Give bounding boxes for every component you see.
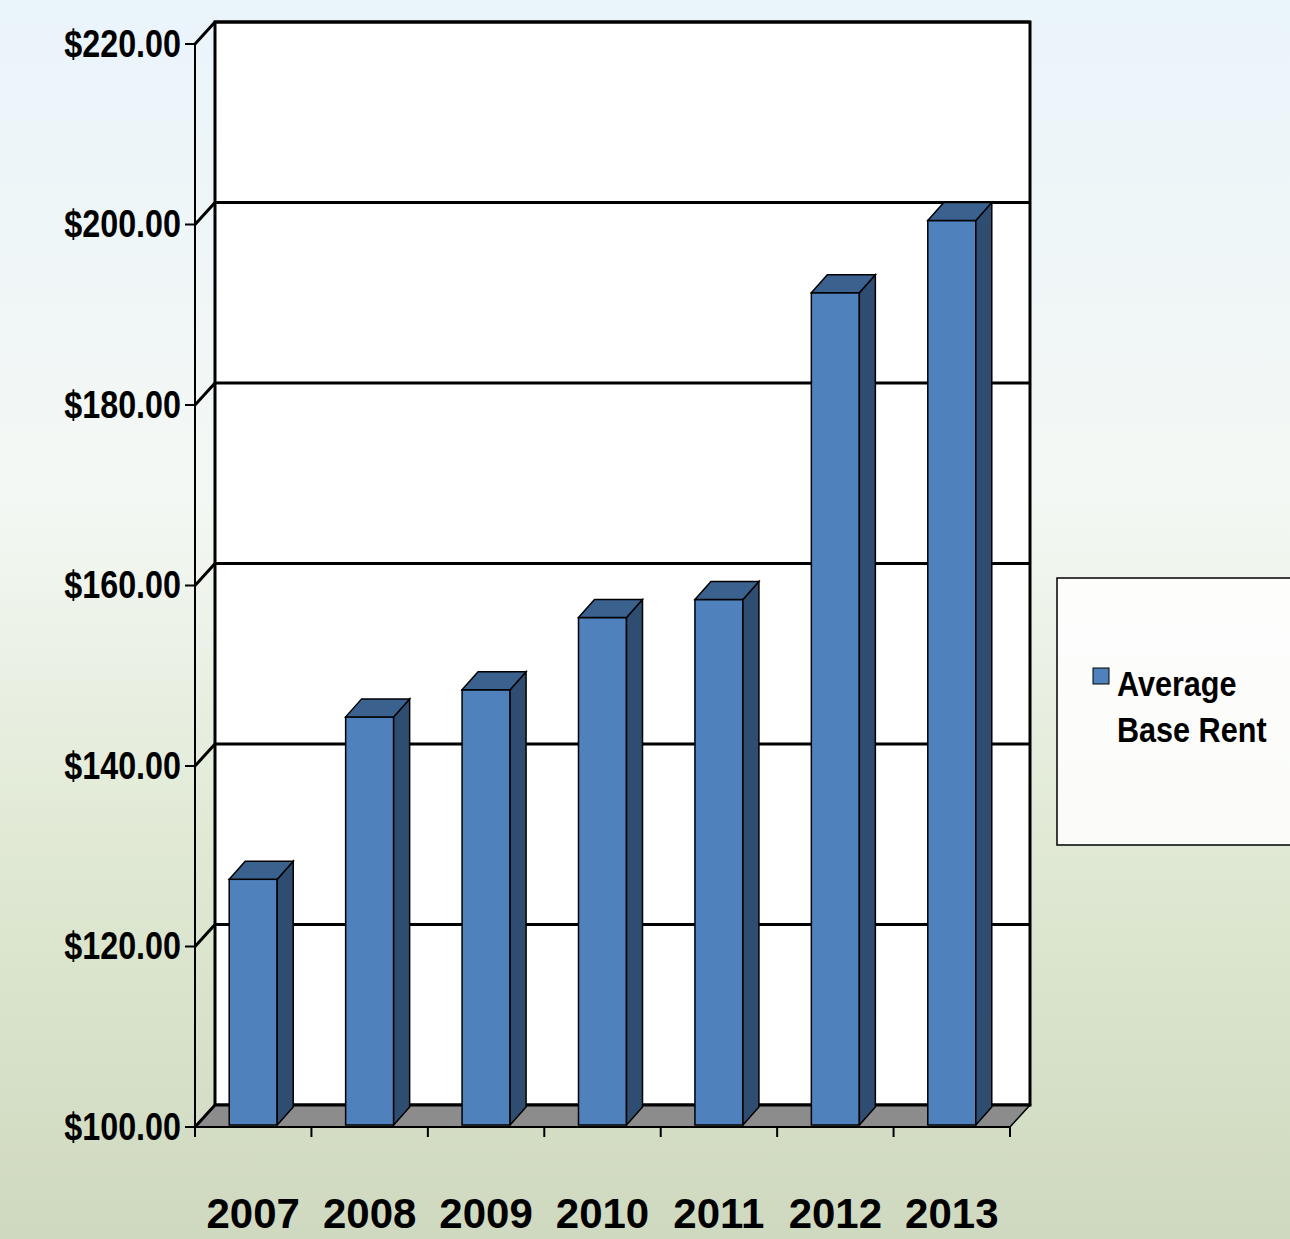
bar-top: [462, 672, 526, 690]
bar-top: [579, 600, 643, 618]
category-label: 2008: [323, 1190, 416, 1237]
bar-front: [229, 879, 277, 1125]
tick-mark: [185, 224, 195, 226]
tick-mark: [185, 404, 195, 406]
tick-label: $120.00: [64, 925, 181, 967]
bar-front: [346, 717, 394, 1125]
category-label: 2009: [439, 1190, 532, 1237]
tick-label: $160.00: [64, 564, 181, 606]
grid-line: [195, 564, 1030, 586]
bar: [346, 699, 410, 1125]
tick-mark: [185, 765, 195, 767]
bar: [928, 203, 992, 1126]
bar-front: [462, 690, 510, 1125]
bar-top: [811, 275, 875, 293]
x-axis: [195, 1126, 1010, 1128]
category-label: 2012: [789, 1190, 882, 1237]
bar-side: [976, 203, 992, 1126]
bar-front: [811, 293, 859, 1125]
category-label: 2007: [206, 1190, 299, 1237]
tick-mark: [185, 43, 195, 45]
bar: [811, 275, 875, 1125]
bar-top: [346, 699, 410, 717]
bars: [229, 203, 992, 1126]
x-tick: [1009, 1127, 1011, 1137]
bar-side: [394, 699, 410, 1125]
bar-top: [229, 861, 293, 879]
grid-line: [195, 22, 1030, 44]
tick-label: $200.00: [64, 203, 181, 245]
bar-side: [510, 672, 526, 1125]
bar-side: [277, 861, 293, 1125]
tick-label: $140.00: [64, 745, 181, 787]
x-tick: [543, 1127, 545, 1137]
category-label: 2011: [673, 1190, 764, 1237]
legend-swatch: [1093, 668, 1109, 684]
bar-top: [695, 582, 759, 600]
bar: [579, 600, 643, 1125]
tick-mark: [185, 1126, 195, 1128]
bar: [462, 672, 526, 1125]
bar-side: [627, 600, 643, 1125]
x-tick: [660, 1127, 662, 1137]
bar-front: [579, 618, 627, 1125]
bar-side: [859, 275, 875, 1125]
x-tick: [776, 1127, 778, 1137]
chart: $100.00 $120.00 $140.00 $160.00 $180.00 $200.…: [0, 0, 1290, 1239]
bar: [229, 861, 293, 1125]
category-label: 2013: [905, 1190, 998, 1237]
legend: Average Base Rent: [1057, 578, 1290, 845]
grid-line: [195, 203, 1030, 225]
tick-mark: [185, 585, 195, 587]
x-tick: [427, 1127, 429, 1137]
tick-label: $220.00: [64, 23, 181, 65]
x-tick: [310, 1127, 312, 1137]
bar-side: [743, 582, 759, 1125]
legend-line: Average: [1117, 664, 1245, 704]
legend-box: [1057, 578, 1290, 845]
bar-front: [928, 221, 976, 1126]
legend-line: Base Rent: [1117, 710, 1267, 750]
tick-label: $100.00: [64, 1106, 181, 1148]
y-axis: [194, 44, 196, 1127]
x-tick: [893, 1127, 895, 1137]
bar: [695, 582, 759, 1125]
x-tick: [194, 1127, 196, 1137]
legend-label: Average Base Rent: [1117, 664, 1267, 750]
bar-front: [695, 600, 743, 1125]
bar-top: [928, 203, 992, 221]
grid-line: [195, 383, 1030, 405]
tick-mark: [185, 946, 195, 948]
tick-label: $180.00: [64, 384, 181, 426]
category-label: 2010: [556, 1190, 649, 1237]
